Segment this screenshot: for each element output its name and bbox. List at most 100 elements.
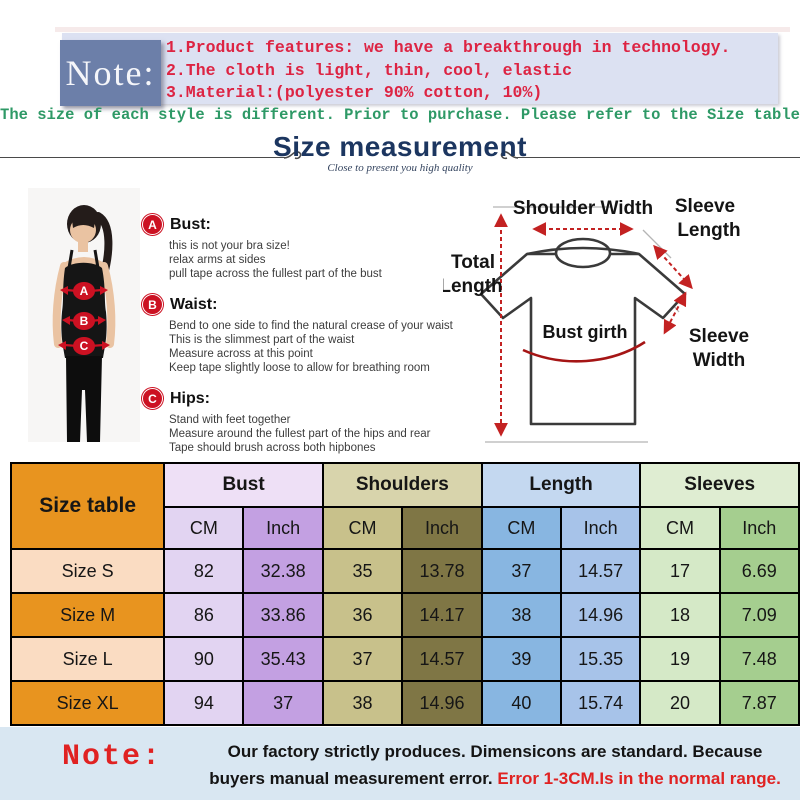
model-figure-svg: A B C — [28, 188, 140, 442]
cell: 37 — [321, 636, 404, 682]
note-item-3: 3.Material:(polyester 90% cotton, 10%) — [166, 83, 543, 102]
bottom-note-panel — [0, 727, 800, 800]
bottom-note-red: Error 1-3CM.Is in the normal range. — [497, 769, 781, 788]
figure-marker-a: A — [80, 284, 89, 298]
waist-line: Measure across at this point — [169, 348, 313, 360]
cell: 18 — [639, 592, 721, 638]
cell: 7.87 — [718, 680, 800, 726]
cell: 38 — [480, 592, 562, 638]
sleeve-width-label-2: Width — [693, 350, 746, 371]
shirt-diagram: Shoulder Width Sleeve Length Total Lengt… — [439, 192, 795, 450]
bust-girth-label: Bust girth — [543, 322, 628, 342]
table-row-l: Size L 90 35.43 37 14.57 39 15.35 19 7.4… — [9, 636, 800, 682]
total-length-label-2: Length — [443, 276, 503, 297]
decor-pink-strip — [55, 27, 790, 32]
cell: 6.69 — [718, 548, 800, 594]
hips-line: Stand with feet together — [169, 414, 291, 426]
cell: 14.96 — [559, 592, 642, 638]
bottom-note-black: Our factory strictly produces. Dimensico… — [209, 742, 763, 788]
hips-label: Hips: — [170, 389, 210, 407]
sleeve-width-arrow — [663, 291, 687, 335]
bust-badge-icon: A — [142, 214, 163, 235]
model-figure-image: A B C — [28, 188, 140, 442]
cell: 82 — [163, 548, 245, 594]
row-label: Size S — [9, 548, 166, 594]
waist-line: This is the slimmest part of the waist — [169, 334, 355, 346]
cell: 37 — [480, 548, 562, 594]
table-row-xl: Size XL 94 37 38 14.96 40 15.74 20 7.87 — [9, 680, 800, 726]
figure-marker-b: B — [80, 314, 89, 328]
group-header-length: Length — [480, 462, 642, 508]
bust-girth-curve — [522, 340, 646, 363]
divider-curl-right-icon — [500, 151, 518, 160]
cell: 14.96 — [401, 680, 483, 726]
waist-label: Waist: — [170, 295, 218, 313]
cell: 94 — [163, 680, 245, 726]
row-label: Size L — [9, 636, 166, 682]
cell: 35.43 — [242, 636, 324, 682]
cell: 14.57 — [401, 636, 483, 682]
group-header-bust: Bust — [163, 462, 324, 508]
sleeve-length-label-2: Length — [677, 220, 740, 241]
waist-line: Bend to one side to find the natural cre… — [169, 320, 453, 332]
cell: 33.86 — [242, 592, 324, 638]
divider-curl-left-icon — [284, 151, 302, 160]
sleeve-length-label-1: Sleeve — [675, 196, 735, 217]
top-note-badge: Note: — [60, 40, 161, 106]
bust-label: Bust: — [170, 215, 211, 233]
hips-line: Tape should brush across both hipbones — [169, 442, 376, 454]
cell: 7.48 — [718, 636, 800, 682]
bust-line: pull tape across the fullest part of the… — [169, 268, 382, 280]
cell: 15.35 — [559, 636, 642, 682]
cell: 38 — [321, 680, 404, 726]
tee-collar — [554, 237, 612, 269]
row-label: Size XL — [9, 680, 166, 726]
cell: 86 — [163, 592, 245, 638]
top-note-label: Note: — [65, 53, 156, 93]
unit-header: CM — [321, 506, 404, 550]
cell: 35 — [321, 548, 404, 594]
guide-item-waist: B Waist: Bend to one side to find the na… — [142, 294, 454, 375]
group-header-shoulders: Shoulders — [321, 462, 483, 508]
cell: 7.09 — [718, 592, 800, 638]
unit-header: Inch — [718, 506, 800, 550]
unit-header: Inch — [242, 506, 324, 550]
bottom-note-label: Note: — [62, 740, 163, 774]
cell: 37 — [242, 680, 324, 726]
cell: 14.17 — [401, 592, 483, 638]
bust-line: relax arms at sides — [169, 254, 266, 266]
cell: 13.78 — [401, 548, 483, 594]
total-length-label-1: Total — [451, 252, 495, 273]
table-row-m: Size M 86 33.86 36 14.17 38 14.96 18 7.0… — [9, 592, 800, 638]
cell: 90 — [163, 636, 245, 682]
shirt-diagram-svg: Shoulder Width Sleeve Length Total Lengt… — [439, 196, 749, 443]
cell: 19 — [639, 636, 721, 682]
unit-header: Inch — [401, 506, 483, 550]
size-table-corner: Size table — [9, 462, 166, 550]
group-header-sleeves: Sleeves — [639, 462, 800, 508]
guide-item-hips: C Hips: Stand with feet together Measure… — [142, 388, 454, 455]
hips-line: Measure around the fullest part of the h… — [169, 428, 431, 440]
section-title: Size measurement — [273, 131, 527, 162]
table-row-s: Size S 82 32.38 35 13.78 37 14.57 17 6.6… — [9, 548, 800, 594]
row-label: Size M — [9, 592, 166, 638]
unit-header: CM — [480, 506, 562, 550]
bottom-note-text: Our factory strictly produces. Dimensico… — [200, 738, 790, 792]
shoulder-width-label: Shoulder Width — [513, 198, 653, 219]
sleeve-width-label-1: Sleeve — [689, 326, 749, 347]
cell: 15.74 — [559, 680, 642, 726]
cell: 20 — [639, 680, 721, 726]
cell: 14.57 — [559, 548, 642, 594]
divider-left — [0, 157, 286, 158]
figure-marker-c: C — [80, 339, 89, 353]
note-item-1: 1.Product features: we have a breakthrou… — [166, 38, 731, 57]
cell: 39 — [480, 636, 562, 682]
section-subtitle: Close to present you high quality — [327, 162, 473, 174]
bust-line: this is not your bra size! — [169, 240, 290, 252]
sleeve-length-arrow — [653, 244, 693, 290]
cell: 40 — [480, 680, 562, 726]
cell: 36 — [321, 592, 404, 638]
waist-badge-icon: B — [142, 294, 163, 315]
top-note-list: 1.Product features: we have a breakthrou… — [166, 37, 776, 105]
unit-header: Inch — [559, 506, 642, 550]
